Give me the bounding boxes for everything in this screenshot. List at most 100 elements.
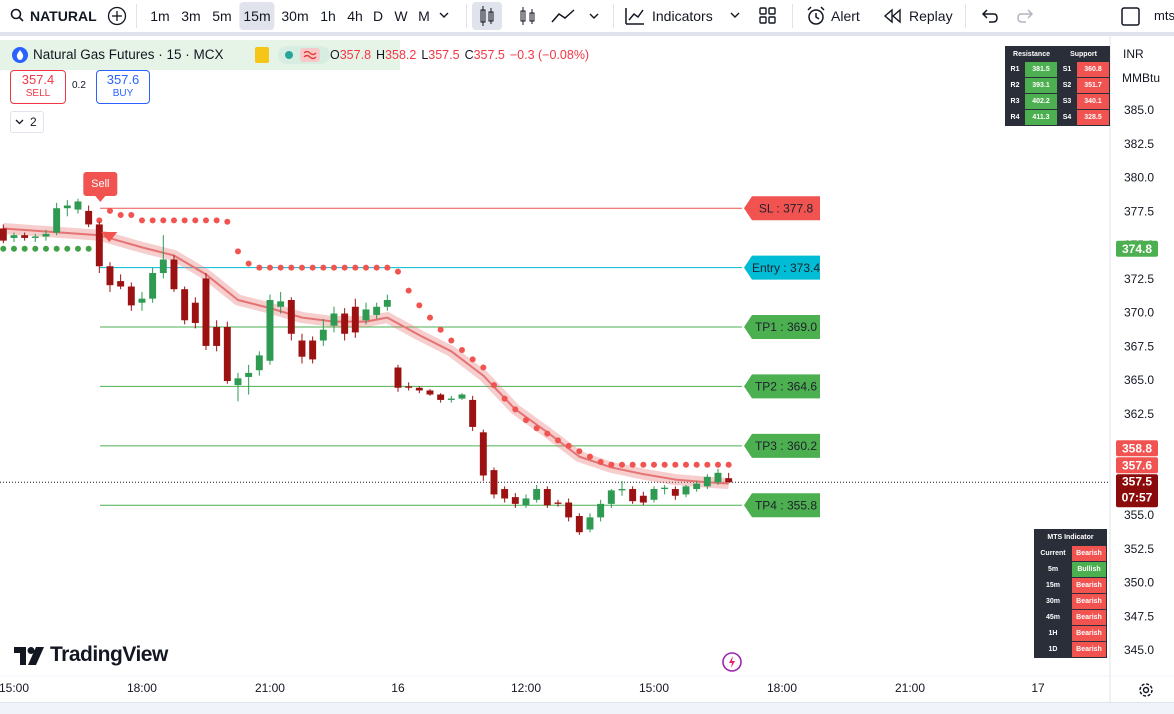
interval-button[interactable]: 1h [320, 8, 336, 24]
undo-icon[interactable] [979, 6, 999, 26]
fullscreen-icon[interactable] [1120, 6, 1142, 28]
indicators-icon[interactable] [624, 5, 646, 27]
bars-icon[interactable] [515, 4, 539, 28]
candle-body [351, 306, 359, 333]
interval-button[interactable]: 3m [181, 8, 201, 24]
candle-body [117, 281, 125, 287]
trail-dot [213, 217, 220, 224]
mts-timeframe: 5m [1047, 566, 1059, 573]
layouts-icon[interactable] [758, 6, 778, 26]
mts-row: 5m Bullish [1035, 562, 1106, 577]
trail-dot [373, 264, 380, 271]
interval-button[interactable]: 1m [150, 8, 170, 24]
sell-button[interactable]: 357.4 SELL [10, 70, 66, 104]
tv-logo [14, 647, 44, 665]
alert-icon[interactable] [805, 5, 827, 27]
trail-dot [629, 461, 636, 468]
flag[interactable] [255, 47, 269, 63]
level-label: TP4 : 355.8 [755, 498, 817, 512]
candle-body [554, 502, 562, 504]
add-symbol-icon[interactable] [107, 6, 127, 26]
mts-signal: Bearish [1072, 626, 1106, 641]
price-badge [1116, 457, 1158, 474]
replay-icon[interactable] [883, 7, 903, 25]
buy-button[interactable]: 357.6 BUY [96, 70, 150, 104]
candle-body [85, 210, 93, 225]
candle-body [319, 329, 327, 341]
trail-dot [330, 264, 337, 271]
alert-button[interactable]: Alert [831, 8, 860, 24]
mts-row: 15m Bearish [1035, 578, 1106, 593]
chevron[interactable] [438, 10, 450, 20]
candle-body [501, 489, 509, 499]
ohlc-key: C [464, 48, 474, 62]
lightning-icon[interactable] [721, 651, 743, 673]
symbol[interactable]: NATURAL [30, 8, 97, 24]
sell-label: SELL [25, 88, 51, 99]
ohlc-key: L [421, 48, 429, 62]
settings-icon[interactable] [1137, 681, 1155, 699]
candle-body [725, 478, 733, 483]
candle-body [671, 489, 679, 496]
unit[interactable]: MMBtu [1122, 71, 1161, 85]
rs-key: S2 [1062, 82, 1072, 89]
interval-button[interactable]: 15m [239, 2, 275, 30]
candle-body [309, 340, 317, 360]
trail-dot [277, 264, 284, 271]
trail-dot [181, 217, 188, 224]
signal-arrow [101, 232, 118, 242]
chevron[interactable] [729, 10, 741, 20]
replay-button[interactable]: Replay [909, 8, 953, 24]
trail-dot [661, 461, 668, 468]
interval-button[interactable]: W [394, 8, 408, 24]
trail-dot [106, 207, 113, 214]
user[interactable]: mts [1154, 8, 1174, 23]
indicator-pill[interactable] [278, 46, 330, 64]
mts-title: MTS Indicator [1047, 534, 1094, 541]
trail-dot [341, 264, 348, 271]
level-label: Entry : 373.4 [752, 261, 820, 275]
candle-body [74, 201, 82, 210]
indicators-button[interactable]: Indicators [652, 8, 713, 24]
y-tick-label: 362.5 [1124, 407, 1154, 421]
rs-value: 360.8 [1077, 62, 1109, 77]
interval-button[interactable]: D [372, 8, 384, 24]
rs-value: 393.1 [1025, 78, 1057, 93]
trail-dot [672, 461, 679, 468]
ohlc-value: 357.5 [473, 48, 505, 62]
trail-dot [576, 448, 583, 455]
interval-button[interactable]: 30m [281, 8, 309, 24]
trail-dot [384, 264, 391, 271]
trail-dot [42, 245, 49, 252]
signal-pointer [95, 196, 106, 202]
candle-body [159, 259, 167, 274]
interval-button[interactable]: 4h [347, 8, 363, 24]
candle-body [693, 483, 701, 490]
interval-button[interactable]: 5m [212, 8, 232, 24]
candle-body [650, 489, 658, 500]
level-label-box [744, 433, 820, 458]
mts-timeframe: Current [1040, 550, 1066, 557]
candle-body [618, 489, 626, 491]
candle-body [138, 298, 146, 303]
candle-body [298, 340, 306, 357]
candles-icon[interactable] [472, 2, 502, 30]
rs-value: 381.5 [1025, 62, 1057, 77]
mts-table: MTS Indicator Current Bearish 5m Bullish 15m B… [1034, 529, 1107, 658]
divider [792, 4, 793, 28]
rs-header-row: Resistance Support [1006, 47, 1109, 61]
indicators-toggle[interactable]: 2 [10, 111, 44, 133]
last-price-badge [1116, 474, 1158, 508]
trail-dot [458, 346, 465, 353]
price-badge [1116, 440, 1158, 457]
rs-key: R2 [1010, 82, 1020, 89]
interval-button[interactable]: M [418, 8, 430, 24]
line-chart-icon[interactable] [550, 4, 606, 28]
currency[interactable]: INR [1123, 47, 1144, 61]
candle-body [21, 235, 29, 238]
redo-icon[interactable] [1016, 6, 1036, 26]
trail-dot [10, 245, 17, 252]
ohlc-key: O [330, 48, 340, 62]
